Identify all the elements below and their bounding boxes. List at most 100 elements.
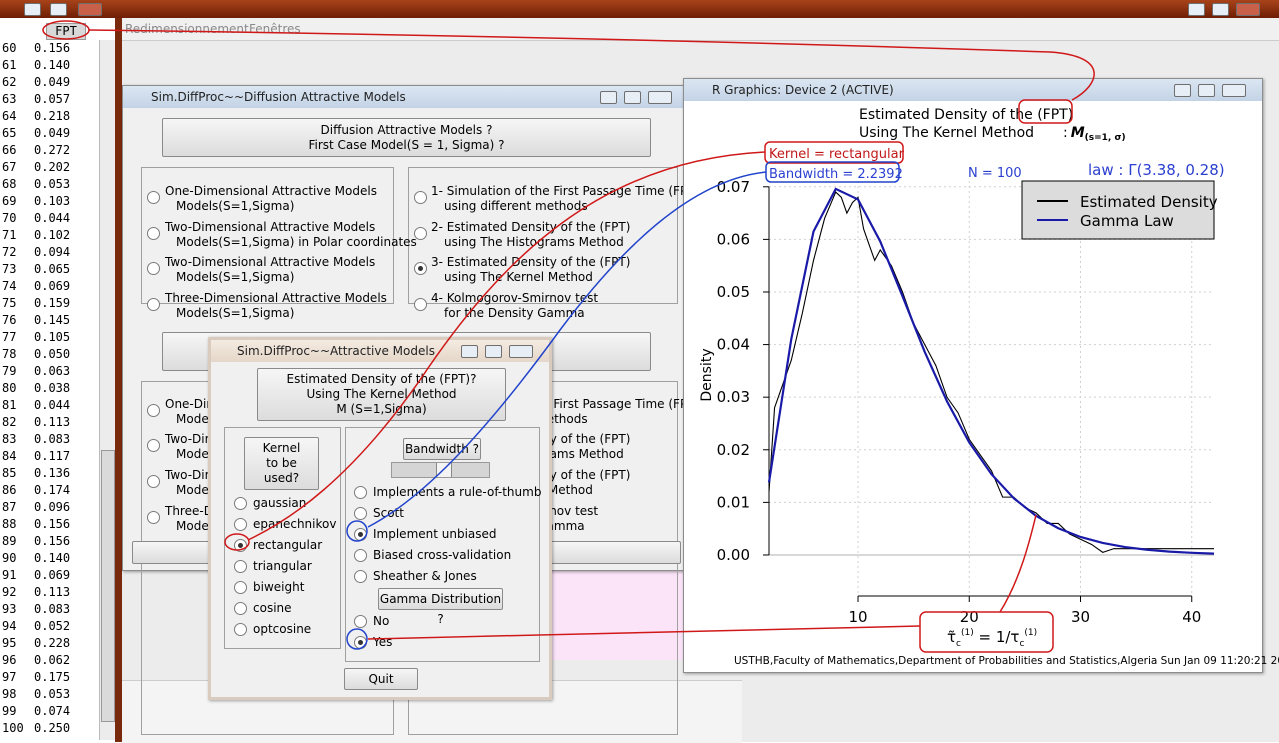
cell[interactable]: 0.053 — [34, 687, 71, 701]
cell[interactable]: 0.069 — [34, 568, 71, 582]
close-button[interactable] — [1222, 84, 1246, 97]
cell[interactable]: 0.113 — [34, 415, 71, 429]
cell[interactable]: 0.117 — [34, 449, 71, 463]
cell[interactable]: 0.145 — [34, 313, 71, 327]
cell[interactable]: 0.096 — [34, 500, 71, 514]
cell[interactable]: 0.175 — [34, 670, 71, 684]
button[interactable]: Diffusion Attractive Models ? First Case … — [162, 118, 651, 157]
cell[interactable]: 0.038 — [34, 381, 71, 395]
close-button[interactable] — [78, 3, 102, 16]
menu-item[interactable]: Fenêtres — [249, 22, 301, 36]
radio-button[interactable] — [354, 507, 367, 520]
close-button[interactable] — [1236, 3, 1260, 16]
cell[interactable]: 0.250 — [34, 721, 71, 735]
radio-button[interactable] — [147, 475, 160, 488]
cell[interactable]: 0.218 — [34, 109, 71, 123]
cell[interactable]: 0.052 — [34, 619, 71, 633]
slider-thumb[interactable] — [436, 463, 452, 477]
radio-button[interactable] — [147, 439, 160, 452]
cell[interactable]: 0.156 — [34, 534, 71, 548]
button[interactable]: Estimated Density of the (FPT)? Using The… — [257, 368, 506, 421]
cell[interactable]: 0.063 — [34, 364, 71, 378]
maximize-button[interactable] — [1212, 3, 1229, 16]
minimize-button[interactable] — [461, 345, 478, 358]
cell[interactable]: 0.049 — [34, 126, 71, 140]
button[interactable]: Quit — [344, 668, 418, 690]
cell[interactable]: 0.069 — [34, 279, 71, 293]
radio-button[interactable] — [234, 581, 247, 594]
cell[interactable]: 0.057 — [34, 92, 71, 106]
cell[interactable]: 0.140 — [34, 58, 71, 72]
option-label: for the Density Gamma — [444, 305, 585, 320]
radio-button[interactable] — [414, 226, 427, 240]
cell[interactable]: 0.136 — [34, 466, 71, 480]
radio-button[interactable] — [147, 262, 160, 275]
radio-button[interactable] — [147, 226, 160, 240]
radio-button[interactable] — [414, 297, 427, 311]
button[interactable]: Kernel to be used? — [244, 437, 319, 490]
cell[interactable]: 0.105 — [34, 330, 71, 344]
cell[interactable]: 0.102 — [34, 228, 71, 242]
cell[interactable]: 0.272 — [34, 143, 71, 157]
close-button[interactable] — [509, 345, 533, 358]
radio-button[interactable] — [354, 570, 367, 583]
column-header[interactable]: FPT — [46, 23, 86, 40]
cell[interactable]: 0.053 — [34, 177, 71, 191]
menu-item[interactable]: Redimensionnement — [125, 22, 249, 36]
cell[interactable]: 0.159 — [34, 296, 71, 310]
radio-button[interactable] — [354, 549, 367, 562]
cell[interactable]: 0.113 — [34, 585, 71, 599]
radio-button[interactable] — [234, 560, 247, 573]
maximize-button[interactable] — [50, 3, 67, 16]
radio-button[interactable] — [354, 636, 367, 649]
cell[interactable]: 0.083 — [34, 602, 71, 616]
cell[interactable]: 0.050 — [34, 347, 71, 361]
minimize-button[interactable] — [1188, 3, 1205, 16]
option-label: Models(S=1,Sigma) in Polar coordinates — [176, 234, 417, 249]
cell[interactable]: 0.174 — [34, 483, 71, 497]
cell[interactable]: 0.065 — [34, 262, 71, 276]
cell[interactable]: 0.156 — [34, 517, 71, 531]
radio-button[interactable] — [234, 602, 247, 615]
radio-button[interactable] — [414, 191, 427, 204]
button[interactable]: Bandwidth ? — [403, 438, 481, 460]
maximize-button[interactable] — [485, 345, 502, 358]
cell[interactable]: 0.228 — [34, 636, 71, 650]
scrollbar[interactable] — [99, 40, 115, 740]
radio-button[interactable] — [234, 518, 247, 531]
minimize-button[interactable] — [1174, 84, 1191, 97]
radio-button[interactable] — [354, 528, 367, 541]
radio-button[interactable] — [147, 297, 160, 311]
slider[interactable] — [391, 462, 490, 478]
close-button[interactable] — [648, 91, 672, 104]
cell[interactable]: 0.049 — [34, 75, 71, 89]
row-number: 68 — [2, 177, 17, 191]
row-number: 86 — [2, 483, 17, 497]
maximize-button[interactable] — [624, 91, 641, 104]
radio-button[interactable] — [147, 404, 160, 417]
minimize-button[interactable] — [24, 3, 41, 16]
cell[interactable]: 0.156 — [34, 41, 71, 55]
cell[interactable]: 0.094 — [34, 245, 71, 259]
cell[interactable]: 0.062 — [34, 653, 71, 667]
cell[interactable]: 0.202 — [34, 160, 71, 174]
radio-button[interactable] — [354, 615, 367, 628]
radio-button[interactable] — [234, 539, 247, 552]
maximize-button[interactable] — [1198, 84, 1215, 97]
radio-button[interactable] — [147, 511, 160, 524]
cell[interactable]: 0.140 — [34, 551, 71, 565]
radio-button[interactable] — [234, 497, 247, 510]
radio-button[interactable] — [147, 191, 160, 204]
option-label: Two-Dimensional Attractive Models — [165, 255, 376, 269]
radio-button[interactable] — [354, 486, 367, 499]
radio-button[interactable] — [414, 262, 427, 275]
cell[interactable]: 0.044 — [34, 211, 71, 225]
cell[interactable]: 0.044 — [34, 398, 71, 412]
minimize-button[interactable] — [600, 91, 617, 104]
radio-button[interactable] — [234, 623, 247, 636]
cell[interactable]: 0.074 — [34, 704, 71, 718]
cell[interactable]: 0.103 — [34, 194, 71, 208]
cell[interactable]: 0.083 — [34, 432, 71, 446]
button[interactable]: Gamma Distribution ? — [378, 588, 503, 626]
scroll-thumb[interactable] — [101, 450, 115, 722]
